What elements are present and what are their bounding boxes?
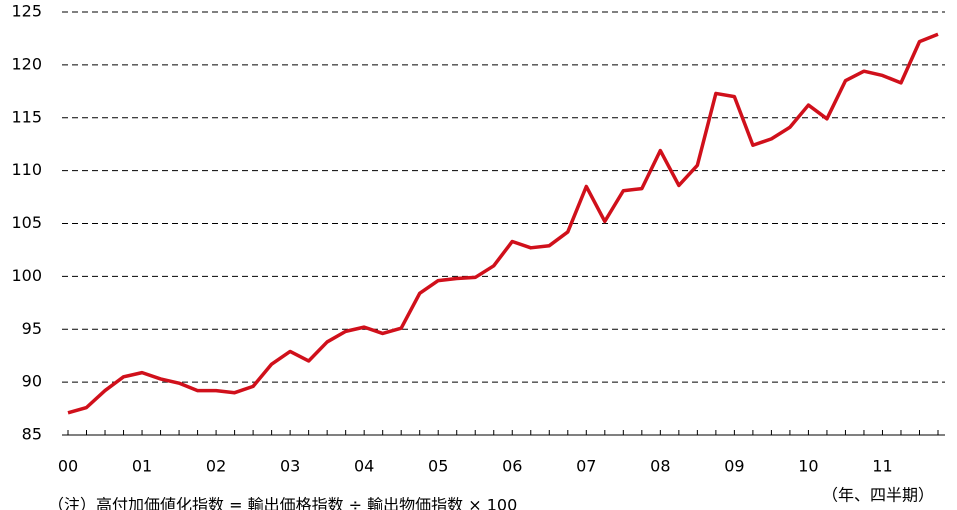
y-tick-label: 90 [22,372,42,391]
x-tick-label: 04 [354,457,374,476]
x-tick-label: 05 [428,457,448,476]
data-line [67,32,939,415]
x-tick-label: 11 [872,457,892,476]
x-tick-label: 03 [280,457,300,476]
x-tick-label: 09 [724,457,744,476]
y-tick-label: 120 [11,54,42,73]
x-tick-label: 06 [502,457,522,476]
chart-note: （注）高付加価値化指数 = 輸出価格指数 ÷ 輸出物価指数 × 100 [48,496,517,510]
y-tick-label: 100 [11,266,42,285]
y-tick-label: 110 [11,160,42,179]
x-tick-label: 01 [132,457,152,476]
y-tick-label: 115 [11,107,42,126]
y-tick-label: 125 [11,2,42,21]
y-tick-label: 95 [22,319,42,338]
x-axis-label: （年、四半期） [822,486,934,505]
x-tick-label: 08 [650,457,670,476]
y-tick-label: 85 [22,425,42,444]
x-tick-label: 02 [206,457,226,476]
y-tick-label: 105 [11,213,42,232]
x-tick-label: 00 [58,457,78,476]
x-tick-label: 10 [798,457,818,476]
x-tick-label: 07 [576,457,596,476]
